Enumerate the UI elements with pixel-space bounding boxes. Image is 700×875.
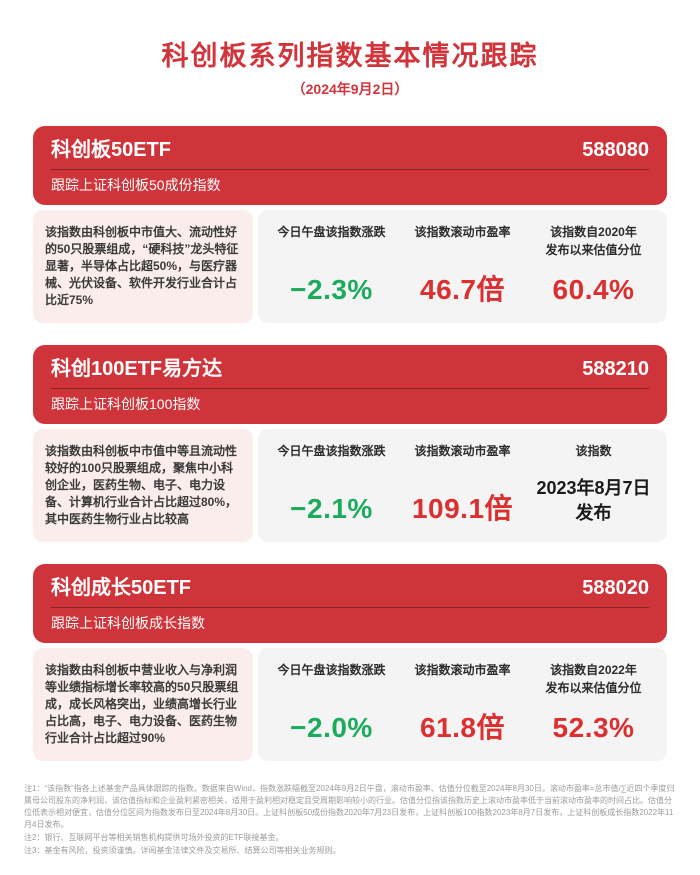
stat-value-change: −2.1% [290,493,373,525]
description-box: 该指数由科创板中营业收入与净利润等业绩指标增长率较高的50只股票组成，成长风格突… [33,648,253,761]
footnote-2: 注2：银行、互联网平台等相关销售机构提供可场外投资的ETF联接基金。 [24,833,284,842]
stat-column-percentile: 该指数自2020年 发布以来估值分位 60.4% [528,223,659,308]
etf-code: 588210 [582,358,649,380]
tracking-label: 跟踪上证科创板100指数 [51,396,201,412]
etf-banner: 科创100ETF易方达 588210 跟踪上证科创板100指数 [33,345,667,424]
stat-column-launch-date: 该指数 2023年8月7日 发布 [528,442,659,527]
stat-label: 该指数自2020年 发布以来估值分位 [545,225,642,257]
tracking-label: 跟踪上证科创板成长指数 [51,615,205,631]
stat-column-change: 今日午盘该指数涨跌 −2.1% [266,442,397,527]
etf-banner: 科创成长50ETF 588020 跟踪上证科创板成长指数 [33,564,667,643]
etf-code: 588080 [582,139,649,161]
description-box: 该指数由科创板中市值中等且流动性较好的100只股票组成，聚焦中小科创企业，医药生… [33,429,253,542]
stat-label: 今日午盘该指数涨跌 [277,663,386,677]
stat-value-pe: 109.1倍 [411,493,514,525]
etf-section-588210: 科创100ETF易方达 588210 跟踪上证科创板100指数 该指数由科创板中… [33,345,667,542]
section-content: 该指数由科创板中市值大、流动性好的50只股票组成，“硬科技”龙头特征显著，半导体… [33,210,667,323]
etf-name: 科创100ETF易方达 [51,358,223,380]
stat-label: 该指数滚动市盈率 [414,663,511,677]
tracking-label: 跟踪上证科创板50成份指数 [51,177,221,193]
footnote-1: 注1：“该指数”指各上述基金产品具体跟踪的指数。数据来自Wind，指数涨跌幅截至… [24,784,675,829]
etf-section-588080: 科创板50ETF 588080 跟踪上证科创板50成份指数 该指数由科创板中市值… [33,126,667,323]
section-content: 该指数由科创板中市值中等且流动性较好的100只股票组成，聚焦中小科创企业，医药生… [33,429,667,542]
stat-label: 该指数滚动市盈率 [414,444,511,458]
stat-column-pe: 该指数滚动市盈率 61.8倍 [397,661,528,746]
stat-column-pe: 该指数滚动市盈率 46.7倍 [397,223,528,308]
stat-value-percentile: 60.4% [552,274,635,306]
stats-box: 今日午盘该指数涨跌 −2.0% 该指数滚动市盈率 61.8倍 该指数自2022年… [258,648,667,761]
banner-top-row: 科创100ETF易方达 588210 [51,357,649,381]
stat-value-pe: 46.7倍 [420,274,505,306]
page-title: 科创板系列指数基本情况跟踪 [161,41,539,71]
etf-name: 科创成长50ETF [51,577,192,599]
banner-top-row: 科创板50ETF 588080 [51,138,649,162]
banner-divider [51,169,649,170]
stat-value-change: −2.0% [290,712,373,744]
description-box: 该指数由科创板中市值大、流动性好的50只股票组成，“硬科技”龙头特征显著，半导体… [33,210,253,323]
footnote-3: 注3：基金有风险，投资须谨慎。详阅基金法律文件及交易所、结算公司等相关业务规则。 [24,846,341,855]
footnotes: 注1：“该指数”指各上述基金产品具体跟踪的指数。数据来自Wind，指数涨跌幅截至… [24,783,676,857]
stat-label: 今日午盘该指数涨跌 [277,225,386,239]
etf-name: 科创板50ETF [51,139,172,161]
banner-divider [51,607,649,608]
etf-code: 588020 [582,577,649,599]
stat-value-launch-date: 2023年8月7日 发布 [536,478,651,523]
stat-label: 该指数自2022年 发布以来估值分位 [545,663,642,695]
stat-column-percentile: 该指数自2022年 发布以来估值分位 52.3% [528,661,659,746]
date-subtitle: （2024年9月2日） [291,81,409,97]
stats-box: 今日午盘该指数涨跌 −2.3% 该指数滚动市盈率 46.7倍 该指数自2020年… [258,210,667,323]
stats-box: 今日午盘该指数涨跌 −2.1% 该指数滚动市盈率 109.1倍 该指数 2023… [258,429,667,542]
stat-value-change: −2.3% [290,274,373,306]
stat-value-pe: 61.8倍 [420,712,505,744]
etf-section-588020: 科创成长50ETF 588020 跟踪上证科创板成长指数 该指数由科创板中营业收… [33,564,667,761]
stat-value-percentile: 52.3% [552,712,635,744]
stat-column-pe: 该指数滚动市盈率 109.1倍 [397,442,528,527]
banner-divider [51,388,649,389]
stat-column-change: 今日午盘该指数涨跌 −2.0% [266,661,397,746]
stat-label: 该指数滚动市盈率 [414,225,511,239]
etf-banner: 科创板50ETF 588080 跟踪上证科创板50成份指数 [33,126,667,205]
banner-top-row: 科创成长50ETF 588020 [51,576,649,600]
stat-label: 该指数 [575,444,612,458]
section-content: 该指数由科创板中营业收入与净利润等业绩指标增长率较高的50只股票组成，成长风格突… [33,648,667,761]
stat-label: 今日午盘该指数涨跌 [277,444,386,458]
stat-column-change: 今日午盘该指数涨跌 −2.3% [266,223,397,308]
